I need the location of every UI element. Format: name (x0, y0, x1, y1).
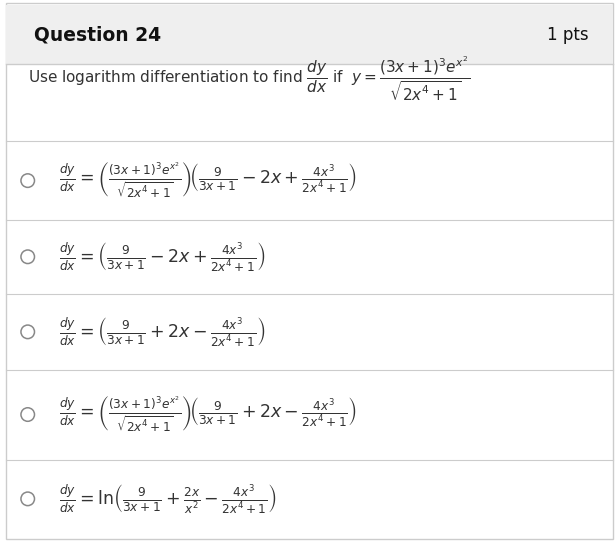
Text: $\frac{dy}{dx} = \left(\frac{(3x+1)^3 e^{x^2}}{\sqrt{2x^4+1}}\right)\!\left(\fra: $\frac{dy}{dx} = \left(\frac{(3x+1)^3 e^… (59, 395, 357, 434)
Text: Question 24: Question 24 (34, 26, 161, 44)
Ellipse shape (21, 492, 34, 505)
Ellipse shape (21, 325, 34, 338)
Text: 1 pts: 1 pts (546, 26, 588, 44)
Text: $\frac{dy}{dx} = \ln\!\left(\frac{9}{3x+1} + \frac{2x}{x^2} - \frac{4x^3}{2x^4+1: $\frac{dy}{dx} = \ln\!\left(\frac{9}{3x+… (59, 482, 277, 516)
Text: $\frac{dy}{dx} = \left(\frac{(3x+1)^3 e^{x^2}}{\sqrt{2x^4+1}}\right)\!\left(\fra: $\frac{dy}{dx} = \left(\frac{(3x+1)^3 e^… (59, 161, 357, 200)
Text: $\frac{dy}{dx} = \left(\frac{9}{3x+1} - 2x + \frac{4x^3}{2x^4+1}\right)$: $\frac{dy}{dx} = \left(\frac{9}{3x+1} - … (59, 240, 265, 274)
Text: $\frac{dy}{dx} = \left(\frac{9}{3x+1} + 2x - \frac{4x^3}{2x^4+1}\right)$: $\frac{dy}{dx} = \left(\frac{9}{3x+1} + … (59, 315, 265, 349)
Bar (6, 5, 613, 64)
Ellipse shape (21, 250, 34, 263)
Ellipse shape (21, 408, 34, 421)
Text: Use logarithm differentiation to find $\dfrac{dy}{dx}$ if $\ y = \dfrac{(3x+1)^3: Use logarithm differentiation to find $\… (28, 55, 470, 103)
Ellipse shape (21, 174, 34, 187)
